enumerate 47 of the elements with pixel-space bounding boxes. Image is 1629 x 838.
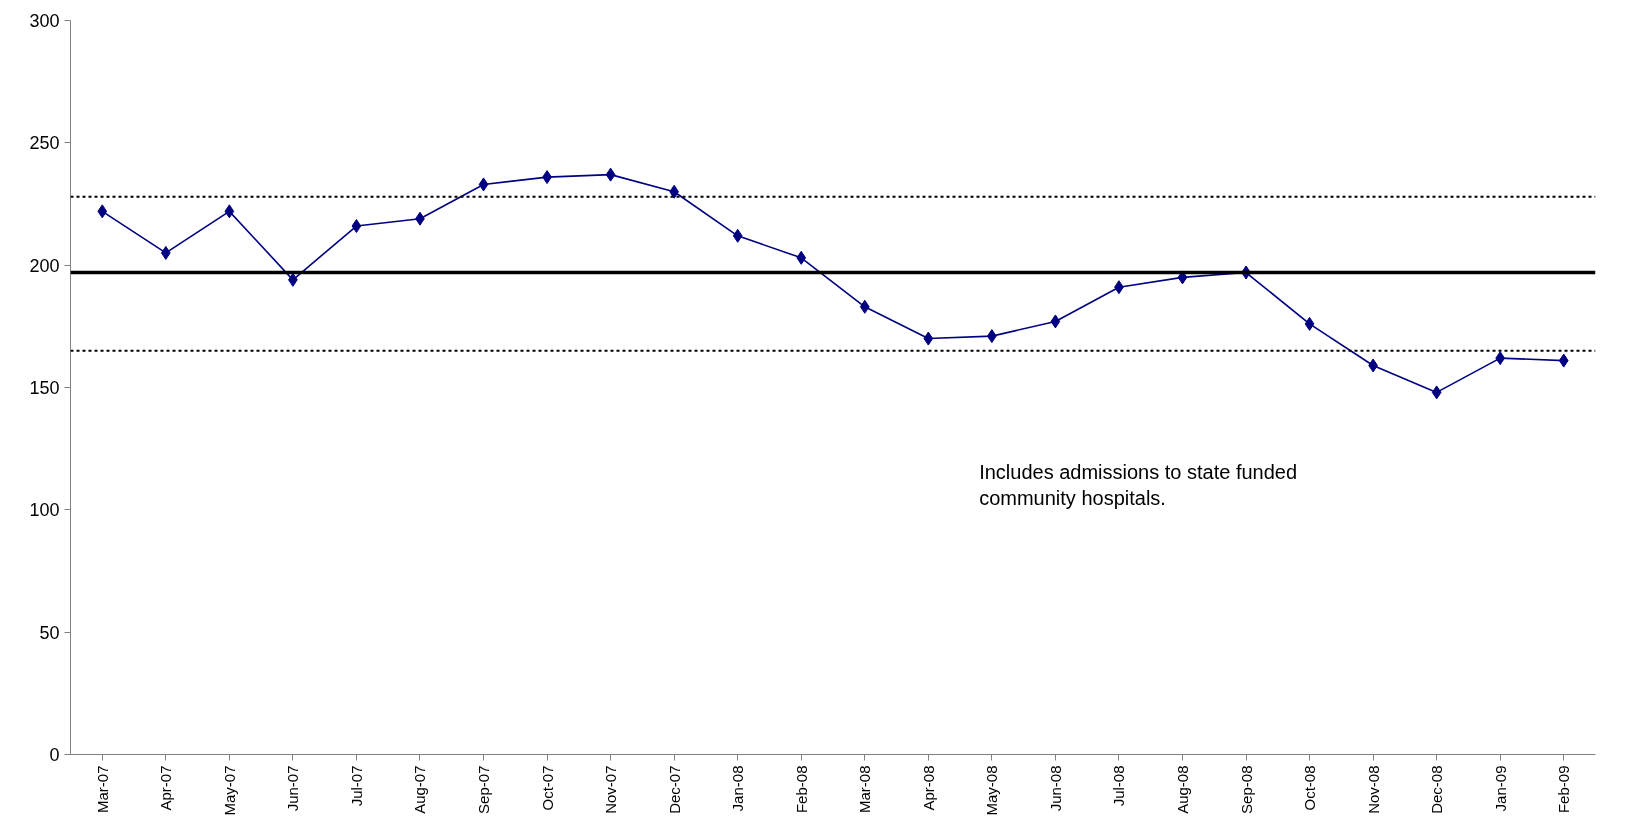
point xyxy=(796,250,807,265)
y-tick-label: 100 xyxy=(29,500,60,521)
x-tick-label: Feb-09 xyxy=(1555,765,1573,814)
point xyxy=(605,167,616,182)
annotation: Includes admissions to state funded community hospitals. xyxy=(979,460,1298,510)
x-tick-label: Oct-08 xyxy=(1301,765,1319,811)
x-tick-label: Aug-08 xyxy=(1173,765,1191,814)
point xyxy=(1431,385,1442,400)
point xyxy=(1495,351,1506,366)
x-tick-label: Jun-08 xyxy=(1046,765,1064,812)
x-tick-label: Jan-08 xyxy=(729,765,747,812)
x-tick-label: Mar-08 xyxy=(856,765,874,814)
x-tick-label: Aug-07 xyxy=(411,765,429,814)
x-tick-label: Nov-08 xyxy=(1364,765,1382,814)
x-tick-label: May-07 xyxy=(220,765,238,816)
x-tick-label: Nov-07 xyxy=(602,765,620,814)
x-tick-label: Sep-08 xyxy=(1237,765,1255,814)
x-tick-label: Oct-07 xyxy=(538,765,556,811)
x-tick-label: Jun-07 xyxy=(284,765,302,812)
y-tick-label: 200 xyxy=(29,255,60,276)
point xyxy=(859,299,870,314)
x-tick-label: Dec-07 xyxy=(665,765,683,814)
y-tick-label: 250 xyxy=(29,133,60,154)
x-tick-label: Apr-07 xyxy=(157,765,175,811)
point xyxy=(224,204,235,219)
point xyxy=(351,219,362,234)
y-tick-label: 50 xyxy=(39,622,60,643)
point xyxy=(923,331,934,346)
point xyxy=(1558,353,1569,368)
point xyxy=(732,228,743,243)
y-tick-label: 300 xyxy=(29,11,60,31)
x-tick-label: Sep-07 xyxy=(475,765,493,814)
x-tick-label: Jul-08 xyxy=(1110,765,1128,807)
point xyxy=(478,177,489,192)
x-tick-label: Feb-08 xyxy=(792,765,810,814)
point xyxy=(97,204,108,219)
y-tick-label: 150 xyxy=(29,378,60,398)
x-tick-label: Jan-09 xyxy=(1491,765,1509,812)
x-tick-label: Jul-07 xyxy=(347,765,365,807)
x-tick-label: Apr-08 xyxy=(919,765,937,811)
point xyxy=(1050,314,1061,329)
y-tick-label: 0 xyxy=(49,745,60,765)
point xyxy=(160,245,171,260)
point xyxy=(1304,316,1315,331)
x-tick-label: Dec-08 xyxy=(1428,765,1446,814)
x-tick-label: May-08 xyxy=(983,765,1001,816)
x-tick-label: Mar-07 xyxy=(93,765,111,814)
